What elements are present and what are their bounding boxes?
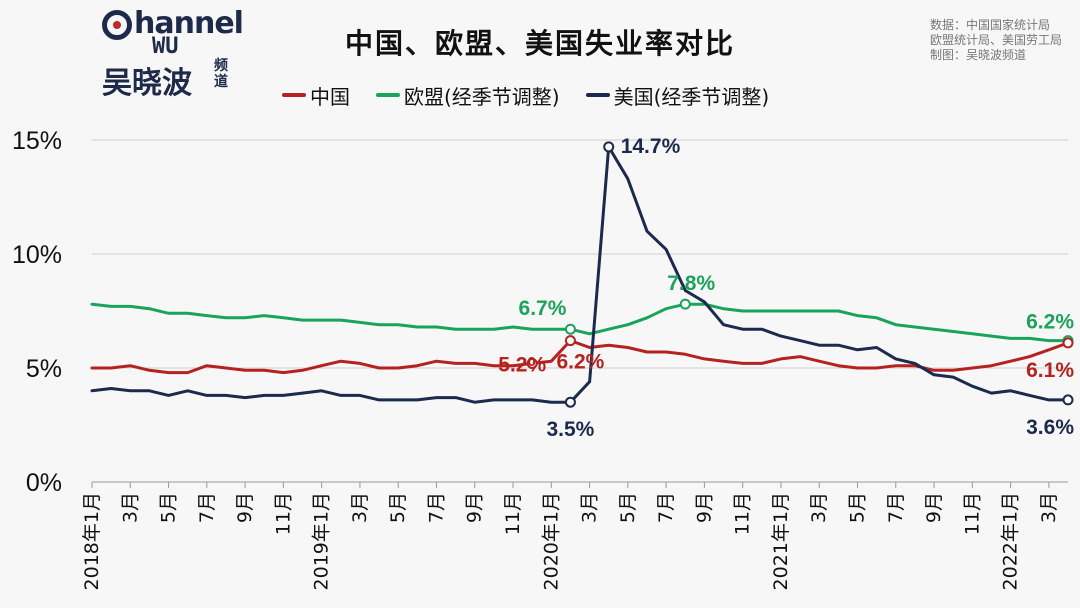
- legend-label-eu: 欧盟(经季节调整): [404, 84, 560, 109]
- data-label: 6.1%: [1026, 359, 1074, 382]
- x-tick-label: 9月: [464, 492, 486, 523]
- logo-text-hannel: hannel: [134, 6, 244, 41]
- x-tick-label: 9月: [234, 492, 256, 523]
- source-line: 制图：吴晓波频道: [930, 48, 1027, 62]
- logo-text-wu: WU: [152, 34, 179, 59]
- logo-mark-icon: [102, 10, 132, 40]
- data-point-marker: [679, 298, 691, 310]
- x-tick-label: 3月: [808, 492, 830, 523]
- x-tick-label: 2022年1月: [1000, 492, 1022, 590]
- x-tick-label: 5月: [158, 492, 180, 523]
- data-label: 14.7%: [621, 135, 681, 158]
- series-line-2: [90, 145, 1070, 404]
- logo-text-cn: 吴晓波: [102, 66, 192, 101]
- legend-swatch-china: [282, 93, 306, 97]
- data-point-marker: [1062, 337, 1074, 349]
- legend-swatch-us: [585, 93, 610, 97]
- data-label: 3.5%: [546, 418, 594, 441]
- x-tick-label: 3月: [349, 492, 371, 523]
- data-point-marker: [564, 396, 576, 408]
- y-tick-label: 15%: [12, 127, 62, 155]
- x-tick-label: 11月: [272, 492, 294, 535]
- chart-legend: 中国 欧盟(经季节调整) 美国(经季节调整): [282, 80, 769, 110]
- x-tick-label: 9月: [693, 492, 715, 523]
- data-point-marker: [564, 335, 576, 347]
- y-tick-label: 5%: [26, 355, 62, 383]
- data-label: 3.6%: [1026, 416, 1074, 439]
- y-tick-label: 0%: [26, 469, 62, 497]
- y-tick-label: 10%: [12, 241, 62, 269]
- data-label: 6.2%: [556, 351, 604, 374]
- data-point-marker: [1062, 394, 1074, 406]
- series-line-1: [90, 302, 1070, 343]
- x-tick-label: 11月: [961, 492, 983, 535]
- x-tick-label: 7月: [425, 492, 447, 523]
- x-tick-label: 11月: [502, 492, 524, 535]
- x-tick-label: 7月: [885, 492, 907, 523]
- x-tick-label: 2018年1月: [81, 492, 103, 590]
- x-tick-label: 7月: [655, 492, 677, 523]
- channel-wu-logo: hannel WU 吴晓波 频道: [96, 6, 246, 101]
- x-tick-label: 2020年1月: [540, 492, 562, 590]
- logo-text-cn-small: 频道: [214, 58, 228, 90]
- x-tick-label: 2021年1月: [770, 492, 792, 590]
- x-tick-label: 3月: [1038, 492, 1060, 523]
- data-point-marker: [603, 141, 615, 153]
- legend-label-china: 中国: [310, 84, 350, 109]
- x-tick-label: 9月: [923, 492, 945, 523]
- chart-title: 中国、欧盟、美国失业率对比: [344, 27, 735, 60]
- data-label: 7.8%: [667, 272, 715, 295]
- legend-item-us: 美国(经季节调整): [585, 81, 770, 110]
- legend-swatch-eu: [376, 93, 400, 97]
- series-line-0: [90, 339, 1070, 375]
- x-tick-label: 2019年1月: [311, 492, 333, 590]
- x-tick-label: 11月: [732, 492, 754, 535]
- x-tick-label: 5月: [617, 492, 639, 523]
- x-tick-label: 3月: [579, 492, 601, 523]
- x-tick-label: 5月: [846, 492, 868, 523]
- source-note: 数据：中国国家统计局 欧盟统计局、美国劳工局 制图：吴晓波频道: [930, 18, 1076, 63]
- data-label: 5.2%: [498, 353, 546, 376]
- data-label: 6.7%: [519, 297, 567, 320]
- x-tick-label: 5月: [387, 492, 409, 523]
- data-label: 6.2%: [1026, 311, 1074, 334]
- source-line: 数据：中国国家统计局: [930, 18, 1051, 32]
- x-tick-label: 3月: [119, 492, 141, 523]
- data-point-marker: [564, 323, 576, 335]
- legend-item-eu: 欧盟(经季节调整): [376, 81, 560, 110]
- legend-label-us: 美国(经季节调整): [613, 84, 770, 109]
- x-tick-label: 7月: [196, 492, 218, 523]
- source-line: 欧盟统计局、美国劳工局: [930, 33, 1063, 47]
- data-point-marker: [526, 357, 538, 369]
- legend-item-china: 中国: [282, 81, 350, 110]
